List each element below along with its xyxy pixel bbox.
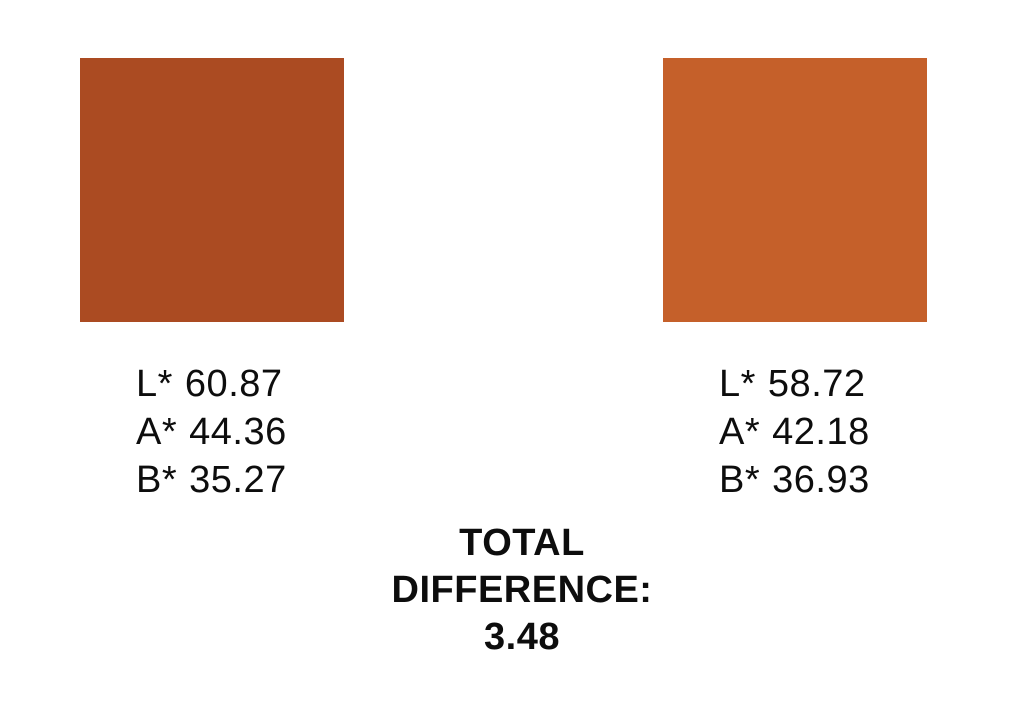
lab-a-value: 42.18 — [772, 411, 870, 453]
total-difference-value: 3.48 — [484, 616, 560, 658]
right-lab-a-row: A* 42.18 — [719, 408, 870, 456]
lab-l-value: 60.87 — [184, 363, 283, 405]
right-color-swatch — [663, 58, 927, 322]
total-difference-label-line-2: DIFFERENCE: — [391, 569, 653, 611]
lab-b-value: 36.93 — [772, 459, 870, 501]
left-lab-a-row: A* 44.36 — [136, 408, 287, 456]
lab-b-label: B* — [136, 459, 178, 501]
left-lab-l-row: L* 60.87 — [136, 360, 287, 408]
lab-l-value: 58.72 — [767, 363, 866, 405]
right-lab-values: L* 58.72 A* 42.18 B* 36.93 — [719, 360, 870, 504]
total-difference: TOTAL DIFFERENCE: 3.48 — [322, 520, 722, 661]
total-difference-label-line-1: TOTAL — [459, 522, 585, 564]
lab-a-value: 44.36 — [189, 411, 287, 453]
left-lab-b-row: B* 35.27 — [136, 456, 287, 504]
lab-l-label: L* — [136, 363, 173, 405]
left-lab-values: L* 60.87 A* 44.36 B* 35.27 — [136, 360, 287, 504]
left-color-swatch — [80, 58, 344, 322]
lab-l-label: L* — [719, 363, 756, 405]
lab-a-label: A* — [719, 411, 761, 453]
lab-b-value: 35.27 — [189, 459, 287, 501]
right-lab-b-row: B* 36.93 — [719, 456, 870, 504]
lab-b-label: B* — [719, 459, 761, 501]
right-lab-l-row: L* 58.72 — [719, 360, 870, 408]
lab-a-label: A* — [136, 411, 178, 453]
